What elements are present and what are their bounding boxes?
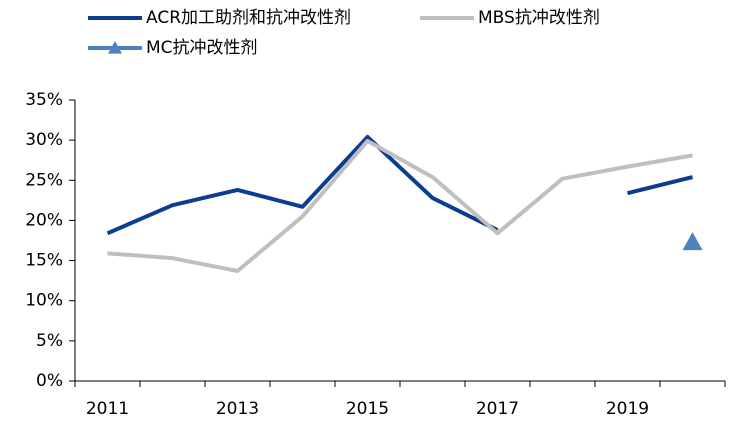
legend-marker	[108, 41, 122, 54]
legend-label: MBS抗冲改性剂	[478, 8, 600, 28]
y-tick-label: 25%	[25, 170, 63, 190]
y-tick-label: 35%	[25, 90, 63, 110]
series-line	[106, 134, 693, 236]
y-tick-label: 30%	[25, 130, 63, 150]
x-tick-label: 2019	[606, 399, 649, 419]
x-tick-label: 2015	[346, 399, 389, 419]
y-tick-label: 20%	[25, 210, 63, 230]
legend-label: ACR加工助剂和抗冲改性剂	[146, 8, 351, 28]
y-tick-label: 0%	[36, 371, 63, 391]
y-tick-label: 15%	[25, 251, 63, 271]
y-tick-label: 5%	[36, 331, 63, 351]
y-tick-label: 10%	[25, 291, 63, 311]
series-marker	[682, 232, 703, 251]
x-tick-label: 2013	[216, 399, 259, 419]
series-line	[107, 138, 693, 274]
x-tick-label: 2011	[86, 399, 129, 419]
x-tick-label: 2017	[476, 399, 519, 419]
legend-label: MC抗冲改性剂	[146, 38, 258, 58]
